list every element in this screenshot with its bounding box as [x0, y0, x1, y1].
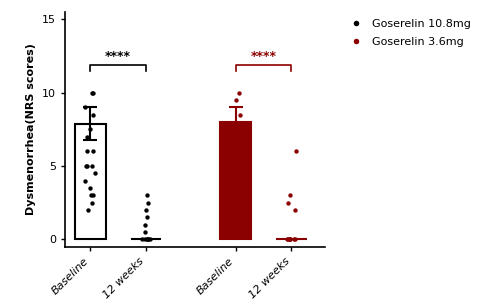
Point: [86, 186, 94, 191]
Point: [83, 164, 91, 169]
Point: [232, 164, 240, 169]
Point: [235, 149, 243, 154]
Point: [89, 149, 97, 154]
Point: [143, 193, 151, 198]
Point: [82, 164, 90, 169]
Point: [230, 222, 238, 227]
Point: [227, 149, 235, 154]
Point: [236, 112, 244, 117]
Bar: [75, 123, 106, 240]
Point: [235, 171, 243, 176]
Point: [86, 127, 94, 132]
Point: [88, 90, 96, 95]
Point: [144, 237, 152, 242]
Point: [290, 237, 298, 242]
Point: [284, 200, 292, 205]
Point: [142, 230, 150, 234]
Point: [230, 134, 237, 139]
Point: [144, 215, 152, 220]
Point: [84, 134, 92, 139]
Point: [292, 237, 300, 242]
Point: [233, 164, 241, 169]
Point: [290, 208, 298, 213]
Point: [286, 237, 294, 242]
Point: [89, 112, 97, 117]
Point: [144, 200, 152, 205]
Point: [286, 237, 294, 242]
Point: [228, 142, 235, 147]
Point: [232, 98, 240, 102]
Point: [138, 237, 146, 242]
Point: [230, 134, 237, 139]
Point: [142, 237, 150, 242]
Point: [228, 178, 236, 183]
Point: [284, 237, 292, 242]
Point: [235, 186, 243, 191]
Point: [83, 149, 91, 154]
Point: [88, 164, 96, 169]
Legend: Goserelin 10.8mg, Goserelin 3.6mg: Goserelin 10.8mg, Goserelin 3.6mg: [340, 14, 475, 51]
Bar: [220, 122, 251, 240]
Y-axis label: Dysmenorrhea(NRS scores): Dysmenorrhea(NRS scores): [26, 43, 36, 216]
Point: [81, 178, 89, 183]
Point: [84, 208, 92, 213]
Point: [90, 193, 98, 198]
Point: [284, 237, 292, 242]
Point: [286, 193, 294, 198]
Point: [142, 222, 150, 227]
Point: [90, 171, 98, 176]
Point: [286, 237, 294, 242]
Point: [88, 193, 96, 198]
Point: [144, 237, 152, 242]
Point: [234, 90, 242, 95]
Point: [292, 149, 300, 154]
Point: [228, 134, 235, 139]
Text: ****: ****: [105, 50, 131, 63]
Text: ****: ****: [250, 50, 276, 63]
Point: [88, 90, 96, 95]
Point: [142, 208, 150, 213]
Point: [88, 200, 96, 205]
Point: [82, 105, 90, 110]
Point: [141, 237, 149, 242]
Point: [146, 237, 154, 242]
